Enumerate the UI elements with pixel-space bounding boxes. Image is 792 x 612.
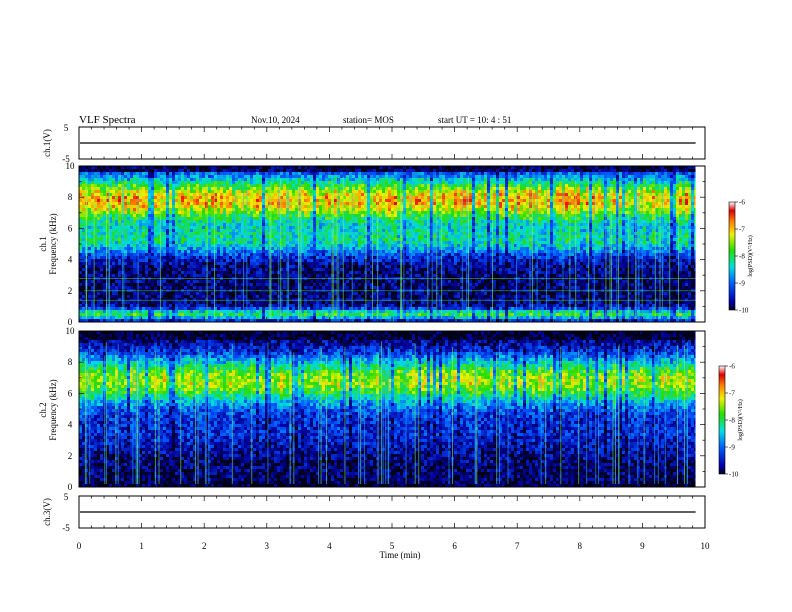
frequency-tick-label: 10 [66, 326, 76, 336]
frequency-tick-label: 10 [66, 161, 76, 171]
time-tick-label: 8 [578, 541, 583, 551]
ch1-ytick-top: 5 [64, 123, 69, 133]
colorbar-tick-label: -8 [729, 417, 735, 425]
frequency-tick-label: 2 [68, 286, 73, 296]
time-tick-label: 7 [515, 541, 520, 551]
colorbar-tick-label: -10 [739, 307, 749, 315]
ch3-waveform-panel: 5 -5 ch.3(V) [42, 492, 706, 533]
ch2-colorbar-label: log(PSD)(V²/Hz) [737, 399, 744, 440]
time-tick-label: 4 [327, 541, 332, 551]
frequency-tick-label: 8 [68, 357, 73, 367]
time-tick-label: 1 [139, 541, 144, 551]
ch1-spectrogram-panel: 0 2 4 6 8 10 ch.1 Frequency (kHz) -6 -7 -8 -9 -10… [38, 161, 754, 327]
colorbar-tick-label: -8 [739, 253, 745, 261]
colorbar-tick-label: -9 [739, 280, 745, 288]
ch2-spectrogram-ticks: 0 2 4 6 8 10 [66, 326, 706, 492]
ch2-colorbar [718, 365, 726, 475]
colorbar-tick-label: -6 [739, 199, 745, 207]
ch2-spectrogram-ylabel-frequency: Frequency (kHz) [48, 379, 58, 440]
ch1-spectrogram-ticks: 0 2 4 6 8 10 [66, 161, 706, 327]
time-axis-label: Time (min) [380, 550, 421, 560]
time-tick-label: 9 [640, 541, 645, 551]
ch1-waveform-ylabel: ch.1(V) [42, 129, 52, 157]
ch3-ytick-bottom: -5 [62, 523, 70, 533]
ch1-waveform-ticks [78, 127, 706, 159]
figure-title: VLF Spectra [79, 114, 136, 126]
frequency-tick-label: 4 [68, 255, 73, 265]
ch2-spectrogram-panel: 0 2 4 6 8 10 ch.2 Frequency (kHz) -6 -7 -8 -9 -10… [38, 326, 744, 492]
ch1-spectrogram-ylabel-frequency: Frequency (kHz) [48, 213, 58, 274]
ch1-colorbar [728, 201, 736, 311]
ch1-colorbar-label: log(PSD)(V²/Hz) [747, 235, 754, 276]
header-start-ut: start UT = 10: 4 : 51 [438, 115, 511, 125]
frequency-tick-label: 2 [68, 451, 73, 461]
colorbar-tick-label: -9 [729, 444, 735, 452]
frequency-tick-label: 6 [68, 223, 73, 233]
ch1-spectrogram-image [79, 166, 705, 322]
ch2-spectrogram-image [79, 331, 705, 487]
time-tick-label: 6 [452, 541, 457, 551]
time-axis-tick-labels: 0 1 2 3 4 5 6 7 8 9 10 [77, 541, 710, 551]
ch1-waveform-panel: 5 -5 ch.1(V) [42, 123, 706, 164]
time-tick-label: 5 [390, 541, 395, 551]
frequency-tick-label: 4 [68, 420, 73, 430]
ch1-colorbar-ticks: -6 -7 -8 -9 -10 [735, 199, 749, 315]
header-date: Nov.10, 2024 [251, 115, 300, 125]
time-tick-label: 2 [202, 541, 207, 551]
frequency-tick-label: 6 [68, 388, 73, 398]
colorbar-tick-label: -10 [729, 471, 739, 479]
colorbar-tick-label: -7 [729, 390, 735, 398]
time-tick-label: 3 [265, 541, 270, 551]
ch3-waveform-ylabel: ch.3(V) [42, 498, 52, 526]
ch1-spectrogram-ylabel-channel: ch.1 [38, 236, 48, 251]
colorbar-tick-label: -7 [739, 226, 745, 234]
ch2-colorbar-ticks: -6 -7 -8 -9 -10 [725, 363, 739, 479]
time-tick-label: 0 [77, 541, 82, 551]
frequency-tick-label: 8 [68, 192, 73, 202]
ch1-ytick-bottom: -5 [62, 154, 70, 164]
frequency-tick-label: 0 [68, 482, 73, 492]
colorbar-tick-label: -6 [729, 363, 735, 371]
time-tick-label: 10 [701, 541, 711, 551]
ch3-waveform-ticks [78, 496, 706, 528]
frequency-tick-label: 0 [68, 317, 73, 327]
header-station: station= MOS [343, 115, 394, 125]
ch2-spectrogram-ylabel-channel: ch.2 [38, 402, 48, 417]
ch3-ytick-top: 5 [64, 492, 69, 502]
